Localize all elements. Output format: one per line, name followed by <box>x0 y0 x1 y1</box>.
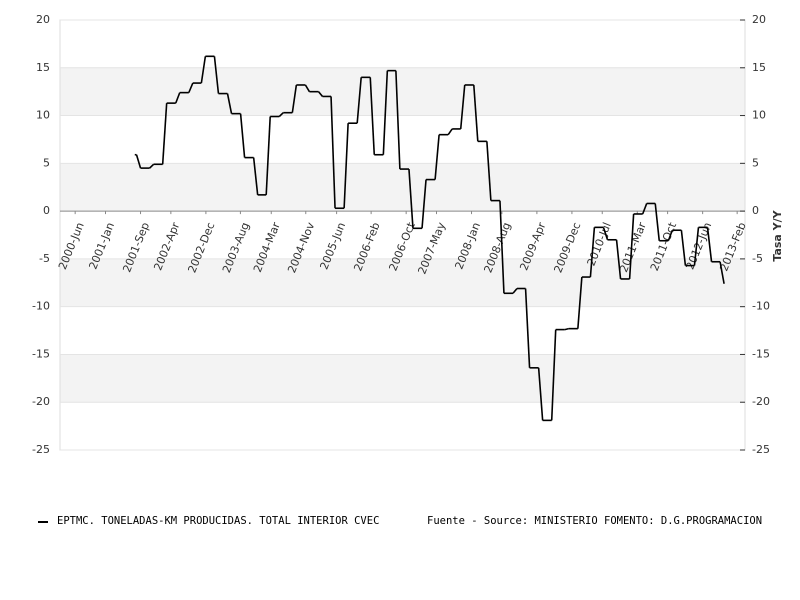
y-tick-label: -15 <box>32 347 50 360</box>
y2-tick-label: 0 <box>752 204 759 217</box>
step-riser <box>719 261 725 284</box>
y-tick-label: 15 <box>36 61 50 74</box>
y2-tick-label: -20 <box>752 395 770 408</box>
step-riser <box>706 227 713 262</box>
y-tick-label: -20 <box>32 395 50 408</box>
y-tick-label: -5 <box>39 252 50 265</box>
step-riser <box>252 157 259 195</box>
step-riser <box>641 203 648 215</box>
step-riser <box>667 229 674 242</box>
y-tick-label: 5 <box>43 156 50 169</box>
step-riser <box>200 56 207 84</box>
step-riser <box>680 230 687 266</box>
step-riser <box>330 96 336 209</box>
step-riser <box>589 227 596 278</box>
step-riser <box>434 134 440 180</box>
y2-tick-label: -5 <box>752 252 763 265</box>
step-riser <box>537 367 544 421</box>
step-riser <box>265 116 272 195</box>
y2-tick-label: -25 <box>752 443 770 456</box>
y-tick-label: 10 <box>36 109 50 122</box>
y-tick-label: -25 <box>32 443 50 456</box>
y2-tick-label: 5 <box>752 156 759 169</box>
step-riser <box>174 92 181 104</box>
step-riser <box>499 200 505 294</box>
y2-tick-label: 10 <box>752 109 766 122</box>
step-riser <box>524 288 531 368</box>
step-riser <box>654 203 661 241</box>
step-riser <box>343 123 349 209</box>
source-note: Fuente - Source: MINISTERIO FOMENTO: D.G… <box>427 515 762 527</box>
step-riser <box>693 227 700 266</box>
step-riser <box>356 77 362 124</box>
grid-band <box>60 354 745 403</box>
step-riser <box>472 84 479 142</box>
step-riser <box>459 84 466 130</box>
step-riser <box>628 213 635 280</box>
step-riser <box>564 327 569 331</box>
grid-band <box>60 163 745 212</box>
step-riser <box>512 287 518 294</box>
step-riser <box>421 179 427 229</box>
y-tick-label: 0 <box>43 204 50 217</box>
grid-band <box>60 67 745 116</box>
y2-tick-label: -15 <box>752 347 770 360</box>
step-riser <box>317 91 324 97</box>
y-tick-label: -10 <box>32 300 50 313</box>
step-riser <box>226 93 233 114</box>
step-riser <box>239 113 246 158</box>
step-riser <box>550 329 557 421</box>
step-riser <box>188 82 194 93</box>
y2-tick-label: 20 <box>752 13 766 26</box>
step-riser <box>278 112 284 118</box>
y2-axis-label: Tasa Y/Y <box>771 209 784 261</box>
step-riser <box>395 70 401 170</box>
step-riser <box>602 227 609 241</box>
step-riser <box>408 169 414 229</box>
step-riser <box>615 239 622 280</box>
legend-label: EPTMC. TONELADAS-KM PRODUCIDAS. TOTAL IN… <box>57 515 379 527</box>
y2-tick-label: -10 <box>752 300 770 313</box>
step-riser <box>161 103 168 165</box>
y2-tick-label: 15 <box>752 61 766 74</box>
step-riser <box>291 84 298 113</box>
step-riser <box>382 70 389 155</box>
step-riser <box>577 276 583 329</box>
step-riser <box>304 84 311 93</box>
step-riser <box>135 154 142 169</box>
y-tick-label: 20 <box>36 13 50 26</box>
step-riser <box>369 77 376 155</box>
step-riser <box>149 163 155 169</box>
step-riser <box>447 128 453 136</box>
step-riser <box>213 56 220 94</box>
step-riser <box>486 141 492 201</box>
bands <box>60 67 745 403</box>
